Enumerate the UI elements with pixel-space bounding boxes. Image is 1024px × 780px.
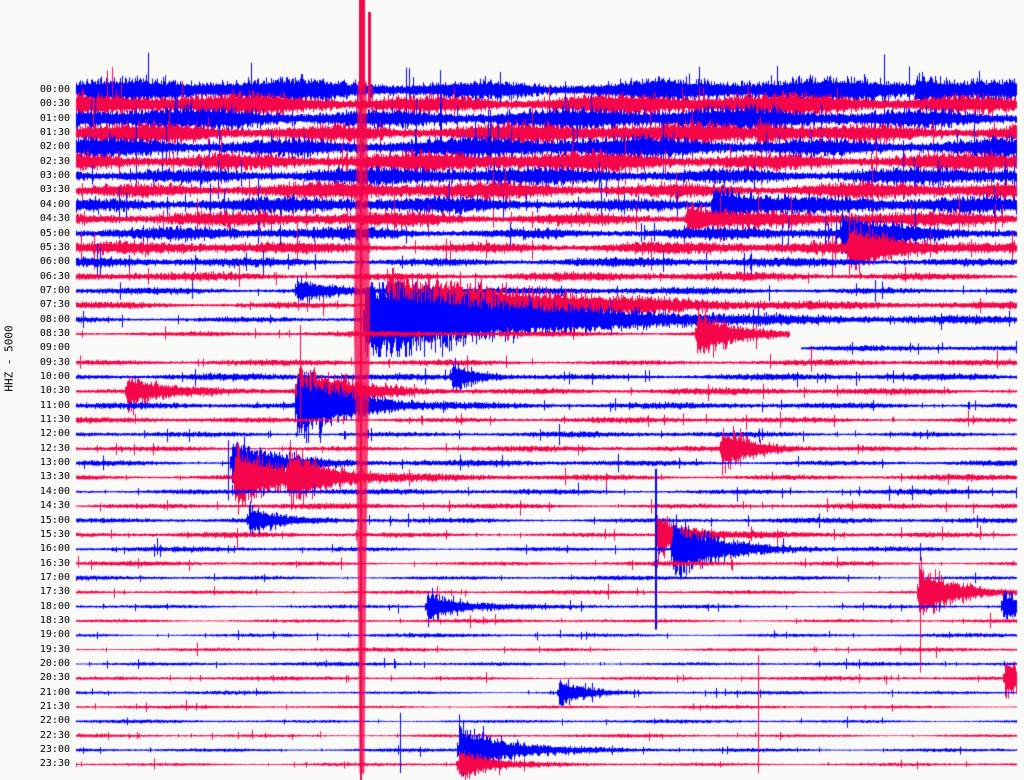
time-tick-0430: 04:30 [39, 213, 70, 225]
time-tick-2100: 21:00 [39, 686, 70, 698]
time-tick-1830: 18:30 [39, 614, 70, 626]
time-axis: 00:00 00:30 01:00 01:30 02:00 02:30 03:00 03:30… [0, 0, 74, 780]
time-tick-2000: 20:00 [39, 658, 70, 669]
time-tick-2200: 22:00 [39, 715, 70, 727]
time-tick-1400: 14:00 [39, 485, 70, 497]
time-tick-1700: 17:00 [39, 571, 70, 583]
time-tick-2030: 20:30 [39, 672, 70, 684]
time-tick-0100: 01:00 [39, 112, 70, 124]
time-tick-0300: 03:00 [39, 170, 70, 182]
time-tick-1800: 18:00 [39, 600, 70, 612]
time-tick-1300: 13:00 [39, 457, 70, 469]
time-tick-0500: 05:00 [39, 227, 70, 239]
time-tick-2330: 23:30 [39, 758, 70, 770]
time-tick-1530: 15:30 [39, 528, 70, 540]
time-tick-1430: 14:30 [39, 500, 70, 512]
time-tick-0900: 09:00 [39, 342, 70, 354]
time-tick-0130: 01:30 [39, 127, 70, 139]
time-tick-1930: 19:30 [39, 643, 70, 655]
time-tick-1230: 12:30 [39, 442, 70, 454]
time-tick-1200: 12:00 [39, 428, 70, 440]
time-tick-0530: 05:30 [39, 241, 70, 253]
time-tick-1630: 16:30 [39, 557, 70, 569]
time-tick-2230: 22:30 [39, 729, 70, 741]
time-tick-0400: 04:00 [39, 198, 70, 210]
time-tick-1100: 11:00 [39, 399, 70, 411]
time-tick-0000: 00:00 [39, 84, 70, 95]
time-tick-0700: 07:00 [39, 284, 70, 296]
time-tick-1030: 10:30 [39, 385, 70, 397]
channel-axis-label: HHZ - 5000 [2, 325, 16, 392]
time-tick-1600: 16:00 [39, 543, 70, 555]
time-tick-0200: 02:00 [39, 141, 70, 153]
time-tick-2130: 21:30 [39, 701, 70, 713]
time-tick-0330: 03:30 [39, 184, 70, 196]
time-tick-1130: 11:30 [39, 414, 70, 426]
time-tick-0630: 06:30 [39, 270, 70, 282]
time-tick-0600: 06:00 [39, 256, 70, 268]
time-tick-1500: 15:00 [39, 514, 70, 526]
time-tick-1900: 19:00 [39, 629, 70, 641]
time-tick-1730: 17:30 [39, 586, 70, 598]
time-tick-1330: 13:30 [39, 471, 70, 483]
time-tick-0800: 08:00 [39, 313, 70, 325]
time-tick-0230: 02:30 [39, 155, 70, 167]
time-tick-0930: 09:30 [39, 356, 70, 368]
time-tick-1000: 10:00 [39, 371, 70, 382]
time-tick-2300: 23:00 [39, 744, 70, 756]
time-tick-0030: 00:30 [39, 98, 70, 110]
time-tick-0830: 08:30 [39, 327, 70, 339]
time-tick-0730: 07:30 [39, 299, 70, 311]
